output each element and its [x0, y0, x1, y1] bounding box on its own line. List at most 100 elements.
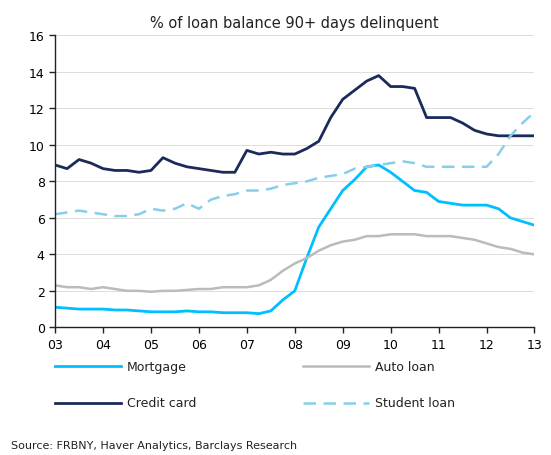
Student loan — [327, 174, 334, 179]
Mortgage — [519, 219, 526, 225]
Auto loan — [208, 287, 214, 292]
Mortgage — [52, 305, 58, 310]
Auto loan — [244, 285, 250, 290]
Student loan — [100, 212, 106, 217]
Mortgage — [352, 177, 358, 183]
Auto loan — [327, 243, 334, 248]
Auto loan — [352, 238, 358, 243]
Credit card — [279, 152, 286, 157]
Text: Auto loan: Auto loan — [375, 360, 434, 373]
Credit card — [75, 157, 83, 163]
Student loan — [507, 134, 514, 139]
Mortgage — [304, 256, 310, 261]
Auto loan — [387, 232, 394, 238]
Mortgage — [411, 188, 418, 194]
Auto loan — [519, 250, 526, 256]
Credit card — [148, 168, 154, 174]
Student loan — [519, 121, 526, 126]
Student loan — [172, 207, 179, 212]
Student loan — [399, 159, 406, 165]
Student loan — [112, 214, 118, 219]
Student loan — [219, 194, 226, 199]
Auto loan — [447, 234, 454, 239]
Mortgage — [88, 307, 94, 312]
Student loan — [64, 210, 71, 216]
Credit card — [352, 88, 358, 94]
Text: Mortgage: Mortgage — [127, 360, 187, 373]
Auto loan — [160, 288, 166, 294]
Student loan — [123, 214, 131, 219]
Mortgage — [196, 309, 202, 315]
Student loan — [244, 188, 250, 194]
Mortgage — [471, 203, 478, 208]
Mortgage — [339, 188, 346, 194]
Credit card — [160, 156, 166, 161]
Credit card — [327, 116, 334, 121]
Line: Auto loan: Auto loan — [55, 235, 534, 292]
Auto loan — [399, 232, 406, 238]
Credit card — [196, 167, 202, 172]
Student loan — [315, 176, 322, 181]
Credit card — [411, 86, 418, 92]
Mortgage — [172, 309, 179, 315]
Student loan — [291, 181, 298, 187]
Auto loan — [423, 234, 430, 239]
Auto loan — [64, 285, 71, 290]
Credit card — [172, 161, 179, 167]
Student loan — [279, 183, 286, 188]
Auto loan — [256, 283, 262, 288]
Student loan — [52, 212, 58, 217]
Mortgage — [387, 170, 394, 176]
Mortgage — [136, 308, 142, 314]
Student loan — [268, 187, 274, 192]
Mortgage — [231, 310, 238, 316]
Credit card — [507, 134, 514, 139]
Title: % of loan balance 90+ days delinquent: % of loan balance 90+ days delinquent — [150, 16, 439, 31]
Credit card — [64, 167, 71, 172]
Student loan — [148, 207, 154, 212]
Auto loan — [75, 285, 83, 290]
Mortgage — [256, 311, 262, 317]
Mortgage — [375, 163, 382, 168]
Credit card — [136, 170, 142, 176]
Credit card — [256, 152, 262, 157]
Mortgage — [399, 179, 406, 185]
Mortgage — [364, 165, 370, 170]
Student loan — [387, 161, 394, 167]
Mortgage — [291, 288, 298, 294]
Credit card — [123, 168, 131, 174]
Credit card — [364, 79, 370, 85]
Auto loan — [507, 247, 514, 252]
Credit card — [435, 116, 442, 121]
Auto loan — [315, 248, 322, 254]
Credit card — [219, 170, 226, 176]
Student loan — [435, 165, 442, 170]
Auto loan — [123, 288, 131, 294]
Line: Credit card: Credit card — [55, 76, 534, 173]
Mortgage — [64, 306, 71, 311]
Mortgage — [315, 225, 322, 230]
Student loan — [196, 207, 202, 212]
Auto loan — [411, 232, 418, 238]
Student loan — [447, 165, 454, 170]
Credit card — [495, 134, 502, 139]
Text: Credit card: Credit card — [127, 396, 196, 409]
Auto loan — [364, 234, 370, 239]
Student loan — [304, 179, 310, 185]
Auto loan — [531, 252, 538, 258]
Student loan — [375, 163, 382, 168]
Auto loan — [435, 234, 442, 239]
Student loan — [183, 201, 190, 207]
Credit card — [183, 165, 190, 170]
Mortgage — [279, 298, 286, 303]
Mortgage — [460, 203, 466, 208]
Auto loan — [112, 287, 118, 292]
Student loan — [339, 172, 346, 177]
Credit card — [339, 97, 346, 103]
Mortgage — [268, 308, 274, 314]
Mortgage — [327, 207, 334, 212]
Credit card — [447, 116, 454, 121]
Mortgage — [148, 309, 154, 315]
Auto loan — [100, 285, 106, 290]
Student loan — [160, 208, 166, 214]
